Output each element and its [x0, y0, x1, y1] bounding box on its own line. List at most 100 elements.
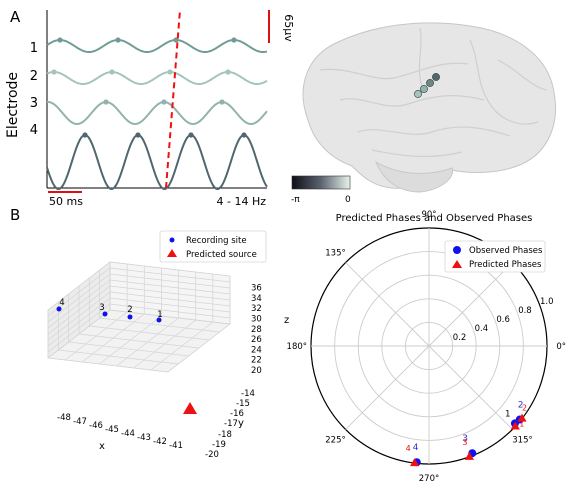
y-axis-label: y — [238, 418, 244, 429]
electrode-tick-4: 4 — [30, 123, 38, 138]
z-tick-3: 26 — [251, 335, 262, 345]
electrode-tick-3: 3 — [30, 96, 38, 111]
recording-site-label-2: 2 — [127, 305, 132, 315]
trace-peak-2-1 — [51, 69, 56, 74]
polar-spoke-315 — [429, 346, 512, 429]
electrode-tick-2: 2 — [30, 69, 38, 84]
legend-predicted-label: Predicted source — [186, 250, 257, 260]
x-axis-label: x — [99, 441, 105, 452]
predicted-phase-label-4: 4 — [406, 444, 411, 453]
trace-peak-1-2 — [115, 37, 120, 42]
trace-peak-4-2 — [82, 132, 87, 137]
x-tick-1: -47 — [73, 417, 87, 427]
panel-b-letter: B — [10, 206, 20, 224]
amplitude-scale-label: 65μv — [282, 14, 295, 42]
predicted-source-marker — [183, 402, 197, 414]
polar-angle-label-90: 90° — [421, 210, 436, 220]
brain-illustration: -π 0 — [291, 23, 556, 205]
x-tick-7: -41 — [169, 441, 183, 451]
trace-lines — [47, 37, 267, 189]
electrode-traces-plot: Electrode 1 2 3 4 65μv 50 ms 4 - 14 Hz — [5, 10, 295, 208]
polar-angle-label-315: 315° — [512, 436, 532, 446]
z-tick-7: 34 — [251, 294, 262, 304]
trace-line-4 — [47, 135, 267, 189]
trace-peak-1-4 — [231, 37, 236, 42]
polar-angle-label-135: 135° — [325, 249, 345, 259]
panel-a-letter: A — [10, 8, 21, 26]
trace-peak-4-4 — [188, 132, 193, 137]
polar-radial-label-2: 0.6 — [496, 315, 510, 325]
trace-peak-1-1 — [57, 37, 62, 42]
brain-electrode-2 — [420, 85, 427, 92]
y-tick-3: -17 — [224, 419, 238, 429]
x-tick-4: -44 — [121, 429, 135, 439]
z-tick-4: 28 — [251, 325, 262, 335]
x-tick-5: -43 — [137, 433, 151, 443]
polar-angle-label-270: 270° — [419, 474, 439, 484]
phase-colorbar — [292, 176, 350, 189]
polar-phase-plot: Predicted Phases and Observed Phases 0°4… — [287, 210, 566, 484]
y-tick-0: -14 — [241, 389, 255, 399]
y-tick-4: -18 — [218, 430, 232, 440]
trace-peak-4-5 — [241, 132, 246, 137]
z-tick-0: 20 — [251, 366, 262, 376]
recording-site-2 — [128, 315, 133, 320]
observed-phase-label-4: 4 — [413, 443, 419, 453]
trace-line-2 — [47, 72, 267, 84]
x-tick-2: -46 — [89, 421, 103, 431]
polar-radial-label-0: 0.2 — [453, 333, 467, 343]
x-tick-3: -45 — [105, 425, 119, 435]
trace-line-3 — [47, 102, 267, 124]
legend-observed-label: Observed Phases — [469, 246, 543, 256]
trace-peak-3-3 — [161, 99, 166, 104]
predicted-phase-label-2: 2 — [522, 404, 527, 413]
electrode-tick-labels: 1 2 3 4 — [30, 41, 38, 138]
recording-site-label-3: 3 — [99, 303, 104, 313]
polar-spoke-135 — [346, 263, 429, 346]
3d-scatter-plot: -48 -47 -46 -45 -44 -43 -42 -41-14-15-16-17-18-… — [48, 231, 289, 460]
electrode-tick-1: 1 — [30, 41, 38, 56]
observed-phase-label-1: 1 — [505, 409, 511, 419]
trace-peak-2-4 — [225, 69, 230, 74]
colorbar-min-label: -π — [291, 195, 300, 205]
y-tick-5: -19 — [212, 440, 226, 450]
colorbar-max-label: 0 — [345, 195, 351, 205]
z-tick-8: 36 — [251, 284, 262, 294]
brain-surface — [303, 23, 555, 188]
trace-peak-4-3 — [135, 132, 140, 137]
y-tick-1: -15 — [236, 399, 250, 409]
trace-peak-2-2 — [109, 69, 114, 74]
brain-electrode-4 — [432, 73, 439, 80]
polar-legend: Observed Phases Predicted Phases — [445, 241, 545, 272]
legend-recording-label: Recording site — [186, 236, 247, 246]
trace-peak-3-2 — [103, 99, 108, 104]
polar-radial-label-3: 0.8 — [518, 306, 532, 316]
frequency-band-label: 4 - 14 Hz — [217, 195, 267, 208]
polar-spoke-225 — [346, 346, 429, 429]
3d-legend: Recording site Predicted source — [160, 231, 266, 262]
legend-observed-marker — [453, 246, 461, 254]
legend-recording-marker — [170, 238, 175, 243]
brain-electrode-3 — [426, 79, 433, 86]
polar-radial-label-4: 1.0 — [540, 297, 554, 307]
x-tick-6: -42 — [153, 437, 167, 447]
polar-radial-label-1: 0.4 — [475, 324, 489, 334]
recording-site-label-1: 1 — [157, 310, 162, 320]
predicted-phase-label-3: 3 — [462, 438, 467, 447]
polar-angle-label-180: 180° — [287, 342, 307, 352]
trace-peak-2-3 — [167, 69, 172, 74]
x-tick-0: -48 — [57, 413, 71, 423]
y-tick-6: -20 — [205, 450, 219, 460]
z-axis-label: z — [284, 315, 289, 326]
electrode-axis-label: Electrode — [5, 72, 21, 138]
z-tick-1: 22 — [251, 356, 262, 366]
polar-angle-label-225: 225° — [325, 436, 345, 446]
z-tick-5: 30 — [251, 315, 262, 325]
recording-site-label-4: 4 — [59, 298, 64, 308]
time-scale-label: 50 ms — [49, 195, 83, 208]
polar-angle-label-0: 0° — [556, 342, 566, 352]
polar-spoke-45 — [429, 263, 512, 346]
z-tick-6: 32 — [251, 304, 262, 314]
legend-predicted-phase-label: Predicted Phases — [469, 260, 542, 270]
